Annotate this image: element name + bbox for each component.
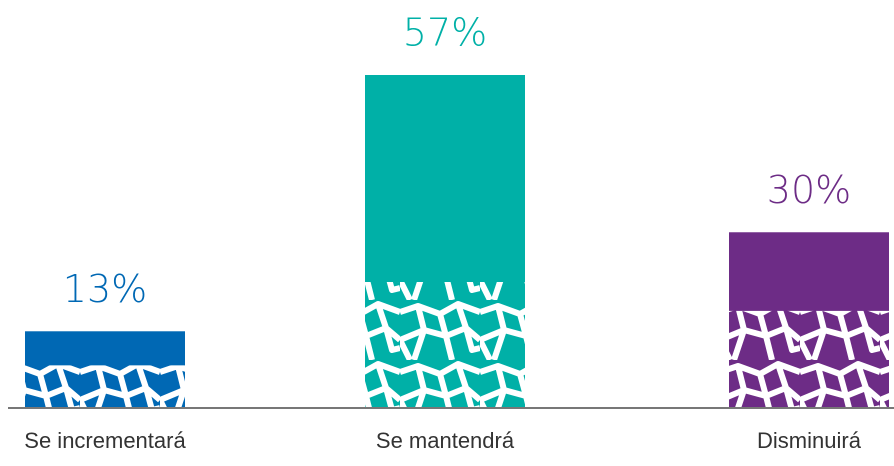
bar-pattern xyxy=(729,310,889,407)
value-label: 13% xyxy=(63,267,147,311)
value-label: 57% xyxy=(403,11,487,55)
bar-pattern xyxy=(25,365,185,407)
bar-pattern xyxy=(365,282,525,407)
x-tick-label: Se mantendrá xyxy=(376,428,515,453)
x-tick-label: Disminuirá xyxy=(757,428,862,453)
bars xyxy=(25,75,889,407)
value-label: 30% xyxy=(767,168,851,212)
x-tick-label: Se incrementará xyxy=(24,428,186,453)
